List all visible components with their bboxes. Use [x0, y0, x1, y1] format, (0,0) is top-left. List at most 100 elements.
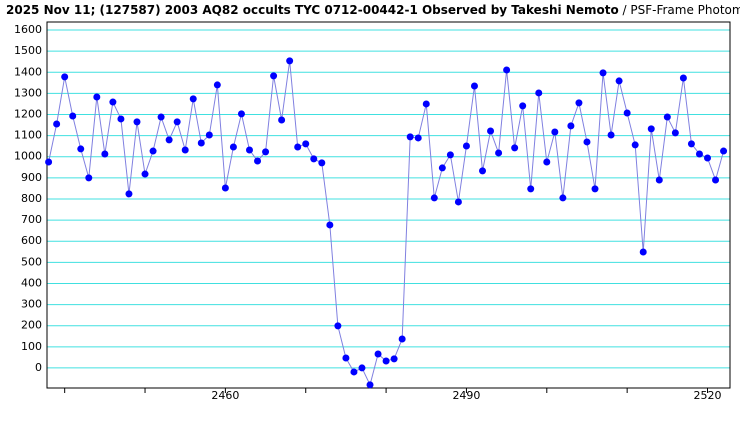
data-point: [149, 147, 157, 155]
data-point: [334, 322, 342, 330]
data-point: [374, 350, 382, 358]
data-point: [575, 99, 583, 107]
x-tick-label: 2490: [452, 389, 480, 402]
data-point: [511, 144, 519, 152]
y-tick-label: 700: [21, 213, 42, 226]
x-tick-label: 2520: [694, 389, 722, 402]
data-point: [446, 151, 454, 159]
data-point: [302, 140, 310, 148]
data-point: [93, 93, 101, 101]
y-tick-label: 1300: [14, 86, 42, 99]
y-tick-label: 900: [21, 171, 42, 184]
y-tick-label: 800: [21, 192, 42, 205]
data-point: [663, 113, 671, 121]
y-tick-label: 600: [21, 234, 42, 247]
data-point: [294, 143, 302, 151]
y-tick-label: 400: [21, 276, 42, 289]
data-point: [462, 142, 470, 150]
data-point: [704, 154, 712, 162]
data-point: [262, 148, 270, 156]
data-point: [189, 95, 197, 103]
data-point: [422, 100, 430, 108]
series-line: [48, 60, 725, 387]
data-point: [213, 81, 221, 89]
data-point: [438, 164, 446, 172]
data-point: [205, 131, 213, 139]
x-tick-label: 2460: [211, 389, 239, 402]
data-point: [342, 354, 350, 362]
data-point: [479, 167, 487, 175]
y-tick-label: 1500: [14, 44, 42, 57]
data-point: [109, 98, 117, 106]
data-point: [173, 118, 181, 126]
data-point: [454, 198, 462, 206]
data-point: [286, 57, 294, 65]
data-point: [117, 115, 125, 123]
data-point: [430, 194, 438, 202]
plot-frame: [46, 21, 731, 389]
data-point: [639, 248, 647, 256]
data-point: [599, 69, 607, 77]
data-point: [278, 116, 286, 124]
data-point: [366, 381, 374, 389]
data-point: [165, 136, 173, 144]
data-point: [615, 77, 623, 85]
data-point: [245, 146, 253, 154]
data-point: [687, 140, 695, 148]
subtitle: / PSF-Frame Photometry /: [619, 3, 740, 17]
data-point: [358, 364, 366, 372]
data-point: [679, 74, 687, 82]
data-point: [503, 66, 511, 74]
y-tick-label: 1400: [14, 65, 42, 78]
data-point: [591, 185, 599, 193]
chart-title: 2025 Nov 11; (127587) 2003 AQ82 occults …: [6, 3, 740, 17]
y-tick-label: 0: [35, 361, 42, 374]
data-point: [390, 355, 398, 363]
data-point: [583, 138, 591, 146]
data-point: [229, 143, 237, 151]
data-point: [310, 155, 318, 163]
data-point: [720, 147, 728, 155]
y-tick-label: 1100: [14, 129, 42, 142]
y-tick-label: 300: [21, 298, 42, 311]
data-point: [607, 131, 615, 139]
data-point: [382, 357, 390, 365]
data-point: [655, 176, 663, 184]
y-tick-label: 100: [21, 340, 42, 353]
data-point: [712, 176, 720, 184]
data-point: [350, 368, 358, 376]
y-tick-label: 1200: [14, 108, 42, 121]
data-point: [45, 158, 53, 166]
data-point: [77, 145, 85, 153]
data-point: [551, 128, 559, 136]
data-point: [133, 118, 141, 126]
data-point: [495, 149, 503, 157]
data-point: [221, 184, 229, 192]
data-point: [470, 82, 478, 90]
y-tick-label: 1000: [14, 150, 42, 163]
data-point: [567, 122, 575, 130]
data-point: [559, 194, 567, 202]
data-point: [326, 221, 334, 229]
data-point: [398, 335, 406, 343]
data-point: [197, 139, 205, 147]
data-point: [671, 129, 679, 137]
data-point: [61, 73, 69, 81]
data-point: [270, 72, 278, 80]
data-point: [519, 102, 527, 110]
data-point: [237, 110, 245, 118]
y-tick-label: 500: [21, 255, 42, 268]
data-point: [631, 141, 639, 149]
data-point: [157, 113, 165, 121]
data-point: [53, 120, 61, 128]
title: 2025 Nov 11; (127587) 2003 AQ82 occults …: [6, 3, 619, 17]
data-point: [487, 127, 495, 135]
y-tick-label: 1600: [14, 23, 42, 36]
data-point: [85, 174, 93, 182]
data-point: [623, 109, 631, 117]
data-point: [647, 125, 655, 133]
data-point: [101, 150, 109, 158]
data-point: [406, 133, 414, 141]
y-tick-label: 200: [21, 319, 42, 332]
